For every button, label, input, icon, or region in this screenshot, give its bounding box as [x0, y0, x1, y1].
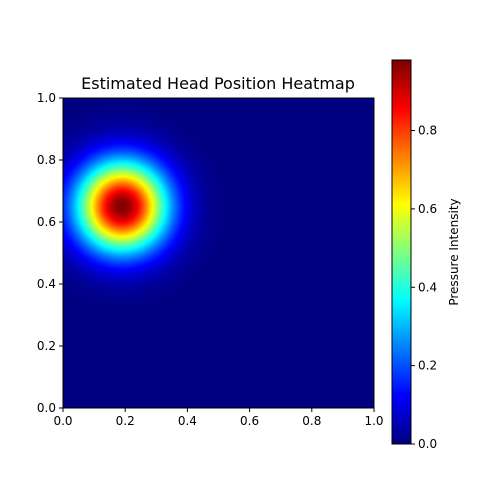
- y-tick-label: 1.0: [37, 91, 56, 105]
- chart-title: Estimated Head Position Heatmap: [81, 74, 355, 93]
- x-tick-label: 0.4: [178, 414, 197, 428]
- y-tick-label: 0.6: [37, 215, 56, 229]
- x-tick-label: 0.0: [53, 414, 72, 428]
- colorbar-tick-label: 0.2: [418, 359, 437, 373]
- plot-area: [62, 97, 375, 409]
- colorbar-label: Pressure Intensity: [447, 198, 461, 305]
- colorbar: 0.0 0.2 0.4 0.6 0.8 Pressure Intensity: [391, 59, 461, 451]
- colorbar-tick-label: 0.6: [418, 202, 437, 216]
- plot-frame: [62, 97, 375, 409]
- y-tick-label: 0.8: [37, 153, 56, 167]
- heatmap-image: [63, 98, 374, 408]
- y-tick-label: 0.2: [37, 339, 56, 353]
- colorbar-tick-label: 0.0: [418, 437, 437, 451]
- x-tick-label: 1.0: [364, 414, 383, 428]
- colorbar-tick-label: 0.8: [418, 124, 437, 138]
- y-tick-label: 0.0: [37, 401, 56, 415]
- y-axis: 0.0 0.2 0.4 0.6 0.8 1.0: [37, 91, 63, 415]
- y-tick-label: 0.4: [37, 277, 56, 291]
- x-tick-label: 0.2: [116, 414, 135, 428]
- x-tick-label: 0.6: [240, 414, 259, 428]
- x-axis: 0.0 0.2 0.4 0.6 0.8 1.0: [53, 408, 384, 428]
- colorbar-tick-label: 0.4: [418, 280, 437, 294]
- colorbar-axis: 0.0 0.2 0.4 0.6 0.8: [411, 124, 437, 451]
- colorbar-frame: [391, 59, 412, 445]
- x-tick-label: 0.8: [302, 414, 321, 428]
- colorbar-gradient: [392, 60, 411, 444]
